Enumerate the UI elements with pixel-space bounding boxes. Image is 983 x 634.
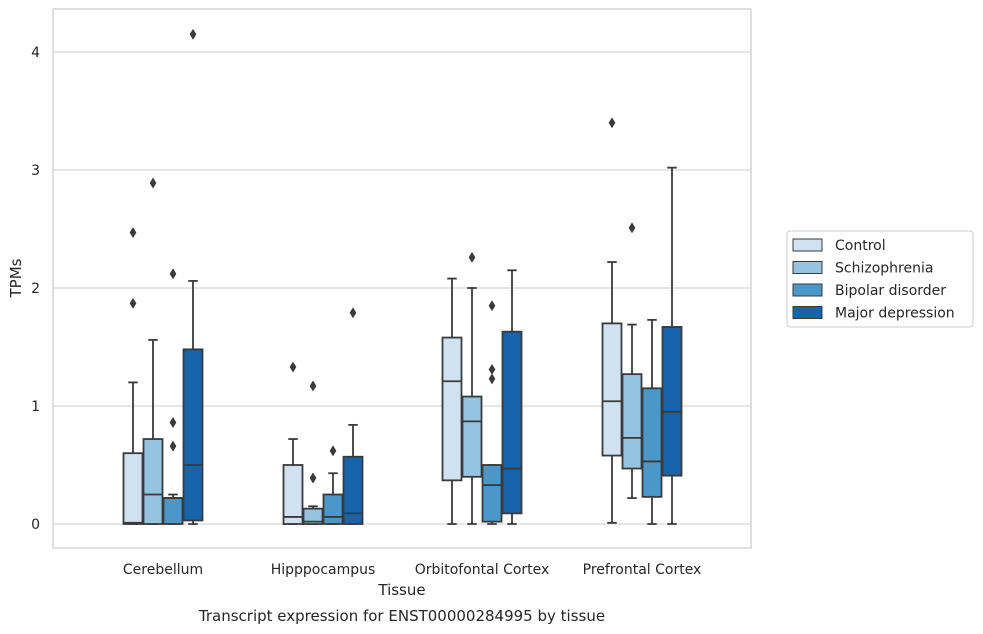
outlier-point	[329, 445, 337, 457]
outlier-point	[189, 28, 197, 40]
box-1-1	[302, 505, 324, 525]
box-0-1	[282, 438, 304, 525]
x-tick-label: Prefrontal Cortex	[583, 562, 702, 578]
box-body	[322, 493, 344, 525]
legend-label: Control	[835, 238, 886, 254]
box-body	[461, 395, 483, 478]
outlier-point	[488, 300, 496, 312]
legend: Control Schizophrenia Bipolar disorder Majo…	[786, 230, 974, 328]
box-body	[501, 330, 523, 515]
box-body	[641, 387, 663, 498]
outlier-point	[488, 363, 496, 375]
box-0-0	[122, 381, 144, 525]
x-tick-labels: Cerebellum Hipppocampus Orbitofontal Corte…	[123, 562, 701, 578]
legend-frame	[786, 230, 974, 328]
box-2-2	[481, 464, 503, 525]
x-tick-label: Orbitofontal Cortex	[415, 562, 550, 578]
legend-label: Bipolar disorder	[835, 283, 946, 299]
outlier-point	[169, 268, 177, 280]
outlier-point	[129, 297, 137, 309]
legend-swatch	[792, 306, 823, 319]
box-3-0	[182, 280, 204, 525]
box-body	[601, 322, 623, 457]
y-tick-labels: 0 1 2 3 4	[31, 45, 40, 533]
outlier-point	[169, 417, 177, 428]
box-1-2	[461, 287, 483, 525]
boxes	[122, 166, 683, 525]
box-3-1	[342, 423, 364, 525]
outlier-point	[349, 307, 357, 319]
y-tick-label: 2	[31, 281, 40, 297]
outlier-point	[628, 222, 636, 234]
x-tick-label: Cerebellum	[123, 562, 203, 578]
box-3-2	[501, 269, 523, 525]
outlier-point	[309, 380, 317, 392]
legend-swatch	[792, 283, 823, 297]
box-2-0	[162, 493, 184, 525]
box-body	[302, 507, 324, 525]
outlier-point	[129, 227, 137, 238]
box-body	[142, 438, 164, 525]
outliers	[129, 28, 636, 484]
outlier-point	[468, 251, 476, 263]
legend-swatch	[792, 238, 823, 252]
legend-swatch	[792, 261, 823, 274]
y-tick-label: 3	[31, 163, 40, 179]
box-1-3	[621, 323, 643, 499]
y-axis-title: TPMs	[7, 258, 25, 298]
y-tick-label: 4	[31, 45, 40, 61]
box-0-3	[601, 261, 623, 524]
box-body	[621, 373, 643, 470]
outlier-point	[169, 440, 177, 452]
plot-frame	[52, 8, 752, 549]
outlier-point	[309, 472, 317, 484]
outlier-point	[608, 117, 616, 129]
box-0-2	[441, 277, 463, 525]
outlier-point	[289, 361, 297, 373]
box-3-3	[661, 166, 683, 525]
box-body	[481, 464, 503, 523]
legend-label: Schizophrenia	[835, 261, 933, 277]
box-body	[182, 348, 204, 522]
y-tick-label: 1	[31, 399, 40, 415]
box-1-0	[142, 339, 164, 525]
box-body	[282, 464, 304, 525]
box-body	[162, 497, 184, 525]
x-axis-title: Tissue	[377, 581, 425, 599]
chart-caption: Transcript expression for ENST0000028499…	[198, 607, 605, 625]
x-tick-label: Hipppocampus	[271, 562, 376, 578]
box-body	[122, 452, 144, 525]
box-body	[661, 326, 683, 477]
box-2-3	[641, 318, 663, 525]
outlier-point	[149, 177, 157, 189]
box-2-1	[322, 472, 344, 525]
box-body	[342, 455, 364, 525]
y-tick-label: 0	[31, 517, 40, 533]
legend-label: Major depression	[835, 306, 955, 322]
outlier-point	[488, 373, 496, 385]
box-body	[441, 336, 463, 482]
